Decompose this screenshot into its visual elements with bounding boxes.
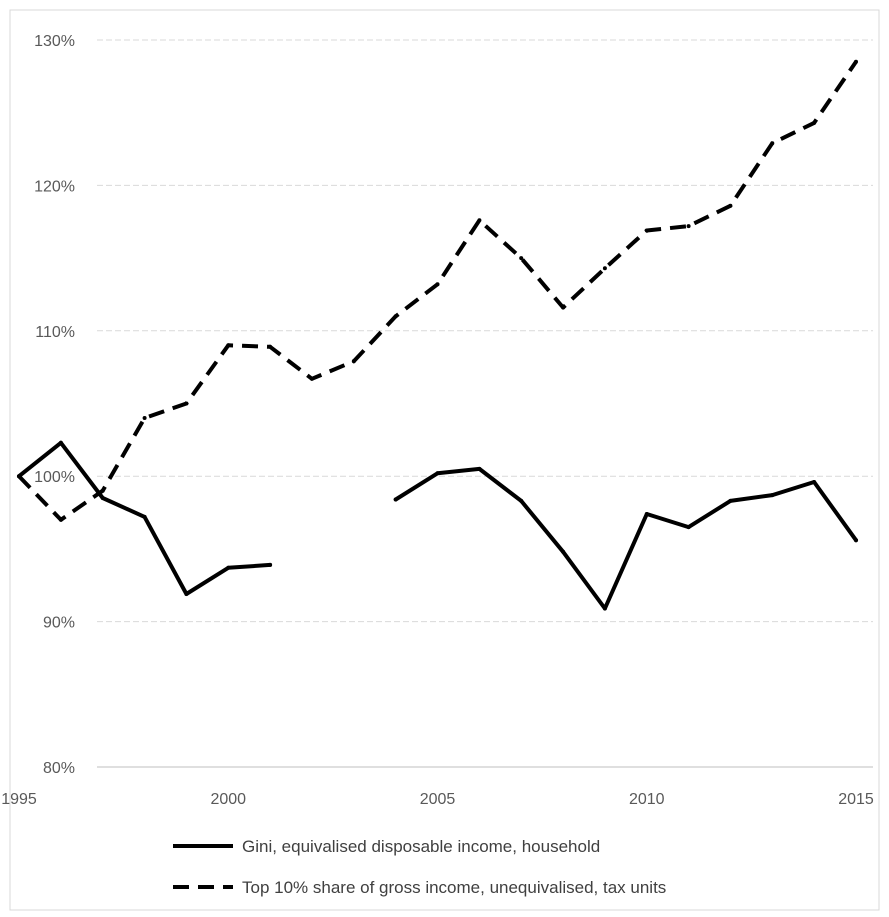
data-point (435, 471, 440, 476)
data-point (561, 549, 566, 554)
y-tick-label: 90% (43, 615, 75, 632)
series-line-segment (393, 466, 858, 611)
legend-label: Top 10% share of gross income, unequival… (242, 878, 666, 897)
data-point (602, 606, 607, 611)
data-point (812, 480, 817, 484)
x-tick-label: 2010 (629, 791, 665, 808)
legend-label: Gini, equivalised disposable income, hou… (242, 837, 600, 856)
data-point (393, 314, 398, 319)
x-tick-label: 2005 (420, 791, 456, 808)
data-point (561, 305, 566, 310)
x-tick-label: 2000 (210, 791, 246, 808)
x-axis-tick-labels: 1995 2000 2005 2010 2015 (1, 791, 874, 808)
data-point (686, 224, 691, 229)
data-point (435, 282, 440, 287)
legend-item: Top 10% share of gross income, unequival… (173, 878, 666, 897)
data-point (58, 517, 63, 522)
y-axis-tick-labels: 80% 90% 100% 110% 120% 130% (34, 33, 75, 777)
data-point (812, 120, 817, 125)
data-point (309, 376, 314, 381)
y-tick-label: 120% (34, 178, 75, 195)
data-point (351, 359, 356, 364)
data-point (184, 401, 189, 406)
data-point (268, 562, 273, 567)
y-tick-label: 100% (34, 469, 75, 486)
legend-item: Gini, equivalised disposable income, hou… (173, 837, 600, 856)
data-point (184, 592, 189, 596)
chart-border (9, 9, 880, 911)
data-point (854, 538, 858, 543)
data-point (644, 228, 649, 233)
data-point (644, 512, 649, 516)
data-point (100, 488, 105, 493)
data-point (477, 218, 482, 223)
series-lines (17, 59, 858, 611)
data-point (100, 496, 105, 500)
data-point (770, 493, 775, 498)
series-top-10-share (17, 59, 858, 522)
data-point (686, 525, 691, 530)
gridlines (97, 39, 873, 623)
series-line-segment (17, 60, 858, 522)
series-gini (17, 440, 858, 611)
data-point (268, 344, 273, 349)
data-point (519, 256, 524, 261)
data-point (477, 466, 482, 471)
data-point (142, 416, 147, 420)
data-point (728, 498, 733, 503)
y-tick-label: 80% (43, 760, 75, 777)
data-point (602, 266, 607, 271)
data-point (770, 141, 775, 146)
data-point (728, 203, 733, 208)
y-tick-label: 110% (35, 324, 75, 341)
data-point (393, 497, 398, 502)
legend: Gini, equivalised disposable income, hou… (173, 837, 666, 897)
y-tick-label: 130% (34, 33, 75, 50)
data-point (58, 440, 63, 445)
data-point (519, 498, 524, 503)
data-point (226, 565, 231, 570)
x-tick-label: 2015 (838, 791, 874, 808)
x-tick-label: 1995 (1, 791, 37, 808)
data-point (142, 514, 147, 519)
data-point (17, 474, 21, 479)
data-point (226, 343, 231, 348)
data-point (854, 59, 858, 64)
